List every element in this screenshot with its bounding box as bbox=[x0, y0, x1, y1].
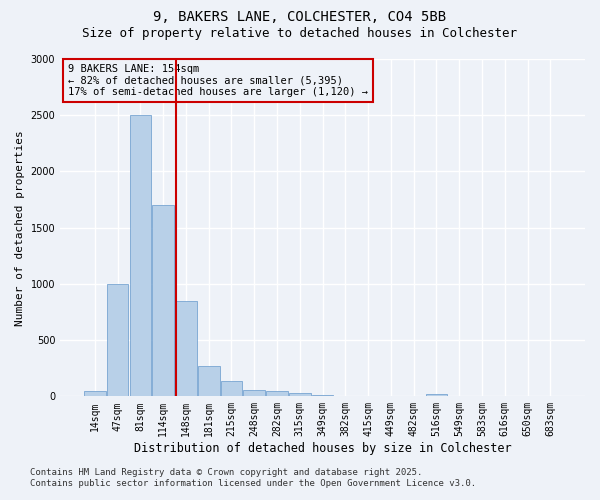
Bar bbox=[84, 390, 106, 396]
Bar bbox=[221, 380, 242, 396]
Bar bbox=[425, 394, 447, 396]
Text: Contains HM Land Registry data © Crown copyright and database right 2025.
Contai: Contains HM Land Registry data © Crown c… bbox=[30, 468, 476, 487]
Bar bbox=[289, 393, 311, 396]
Bar bbox=[175, 301, 197, 396]
Text: Size of property relative to detached houses in Colchester: Size of property relative to detached ho… bbox=[83, 28, 517, 40]
Text: 9, BAKERS LANE, COLCHESTER, CO4 5BB: 9, BAKERS LANE, COLCHESTER, CO4 5BB bbox=[154, 10, 446, 24]
Bar bbox=[107, 284, 128, 397]
Bar bbox=[244, 390, 265, 396]
Bar bbox=[266, 392, 288, 396]
Bar bbox=[130, 115, 151, 396]
Text: 9 BAKERS LANE: 154sqm
← 82% of detached houses are smaller (5,395)
17% of semi-d: 9 BAKERS LANE: 154sqm ← 82% of detached … bbox=[68, 64, 368, 98]
Y-axis label: Number of detached properties: Number of detached properties bbox=[15, 130, 25, 326]
X-axis label: Distribution of detached houses by size in Colchester: Distribution of detached houses by size … bbox=[134, 442, 511, 455]
Bar bbox=[152, 205, 174, 396]
Bar bbox=[312, 395, 334, 396]
Bar bbox=[198, 366, 220, 396]
